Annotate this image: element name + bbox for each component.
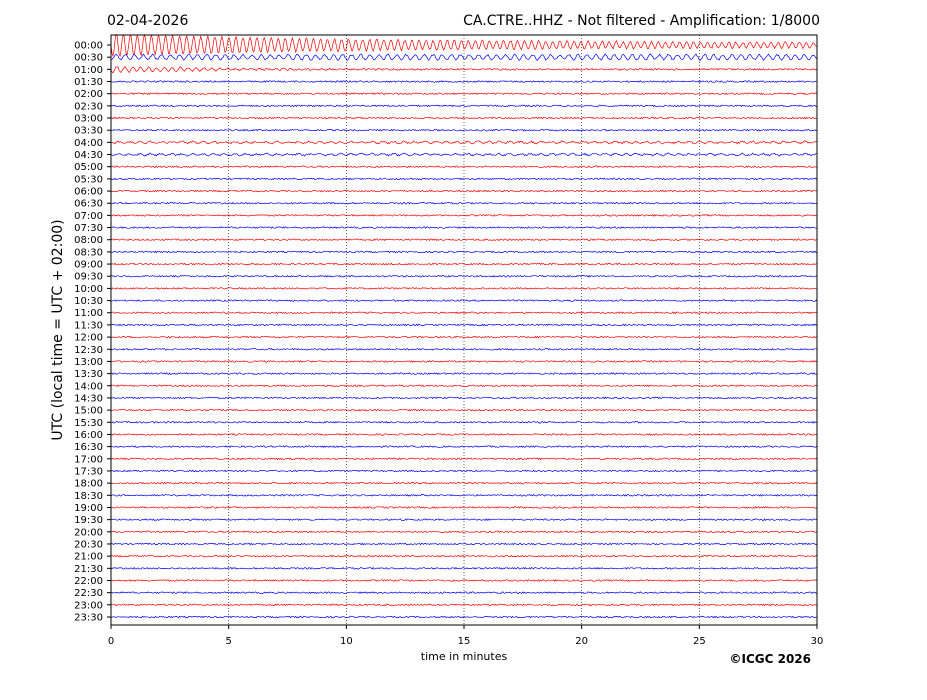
trace	[110, 128, 817, 132]
trace	[110, 104, 818, 108]
y-tick-label: 11:00	[74, 308, 103, 319]
y-tick-label: 10:30	[74, 296, 103, 307]
x-tick-label: 15	[458, 636, 471, 647]
y-tick-label: 16:30	[74, 442, 103, 453]
x-tick-label: 0	[108, 636, 114, 647]
y-tick-label: 02:30	[74, 101, 103, 112]
y-tick-label: 10:00	[74, 284, 103, 295]
x-tick-label: 25	[693, 636, 706, 647]
x-tick-label: 20	[575, 636, 588, 647]
trace	[110, 579, 817, 582]
y-tick-label: 17:30	[74, 466, 103, 477]
y-tick-label: 09:30	[74, 272, 103, 283]
x-axis-label: time in minutes	[421, 650, 508, 663]
y-tick-label: 05:30	[74, 174, 103, 185]
y-tick-label: 14:00	[74, 381, 103, 392]
y-tick-label: 04:30	[74, 150, 103, 161]
y-tick-label: 20:00	[74, 527, 103, 538]
y-tick-label: 01:30	[74, 77, 103, 88]
y-tick-label: 09:00	[74, 260, 103, 271]
trace	[110, 152, 818, 157]
y-tick-label: 08:00	[74, 235, 103, 246]
trace	[110, 116, 818, 120]
trace	[110, 506, 817, 509]
y-tick-label: 05:00	[74, 162, 103, 173]
y-tick-label: 22:30	[74, 588, 103, 599]
x-tick-label: 30	[811, 636, 824, 647]
y-tick-label: 19:00	[74, 503, 103, 514]
x-tick-label: 10	[340, 636, 353, 647]
y-tick-label: 22:00	[74, 576, 103, 587]
y-tick-label: 16:00	[74, 430, 103, 441]
y-tick-label: 17:00	[74, 454, 103, 465]
trace	[110, 92, 818, 96]
trace	[110, 530, 818, 534]
y-tick-label: 23:00	[74, 600, 103, 611]
y-tick-label: 18:00	[74, 479, 103, 490]
y-tick-label: 11:30	[74, 320, 103, 331]
trace	[110, 80, 818, 83]
y-tick-label: 06:30	[74, 199, 103, 210]
y-tick-label: 00:30	[74, 53, 103, 64]
y-tick-label: 18:30	[74, 491, 103, 502]
y-tick-label: 21:00	[74, 552, 103, 563]
y-tick-label: 03:30	[74, 126, 103, 137]
trace	[110, 165, 818, 169]
y-tick-label: 19:30	[74, 515, 103, 526]
trace	[110, 323, 818, 327]
y-tick-label: 12:30	[74, 345, 103, 356]
trace	[110, 591, 818, 595]
y-tick-label: 06:00	[74, 187, 103, 198]
y-tick-label: 13:00	[74, 357, 103, 368]
y-tick-label: 07:00	[74, 211, 103, 222]
y-tick-label: 20:30	[74, 539, 103, 550]
y-tick-label: 02:00	[74, 89, 103, 100]
copyright: ©ICGC 2026	[729, 652, 811, 666]
y-tick-label: 15:00	[74, 406, 103, 417]
trace	[110, 347, 818, 351]
trace	[110, 542, 818, 546]
trace	[111, 335, 818, 339]
y-tick-label: 00:00	[74, 41, 103, 52]
y-tick-label: 07:30	[74, 223, 103, 234]
y-tick-label: 14:30	[74, 393, 103, 404]
date: 02-04-2026	[107, 13, 188, 29]
y-tick-label: 13:30	[74, 369, 103, 380]
y-tick-label: 03:00	[74, 114, 103, 125]
x-tick-label: 5	[225, 636, 231, 647]
chart-title: CA.CTRE..HHZ - Not filtered - Amplificat…	[463, 13, 820, 29]
trace	[110, 299, 818, 302]
y-tick-label: 12:00	[74, 333, 103, 344]
trace	[110, 566, 818, 570]
y-tick-label: 01:00	[74, 65, 103, 76]
y-tick-label: 21:30	[74, 564, 103, 575]
y-tick-label: 08:30	[74, 247, 103, 258]
trace	[110, 615, 818, 619]
y-axis-label: UTC (local time = UTC + 02:00)	[50, 219, 66, 440]
y-tick-label: 15:30	[74, 418, 103, 429]
trace	[110, 554, 817, 558]
trace	[110, 311, 818, 315]
y-tick-label: 04:00	[74, 138, 103, 149]
trace	[111, 603, 818, 607]
trace	[110, 518, 818, 522]
y-tick-label: 23:30	[74, 613, 103, 624]
